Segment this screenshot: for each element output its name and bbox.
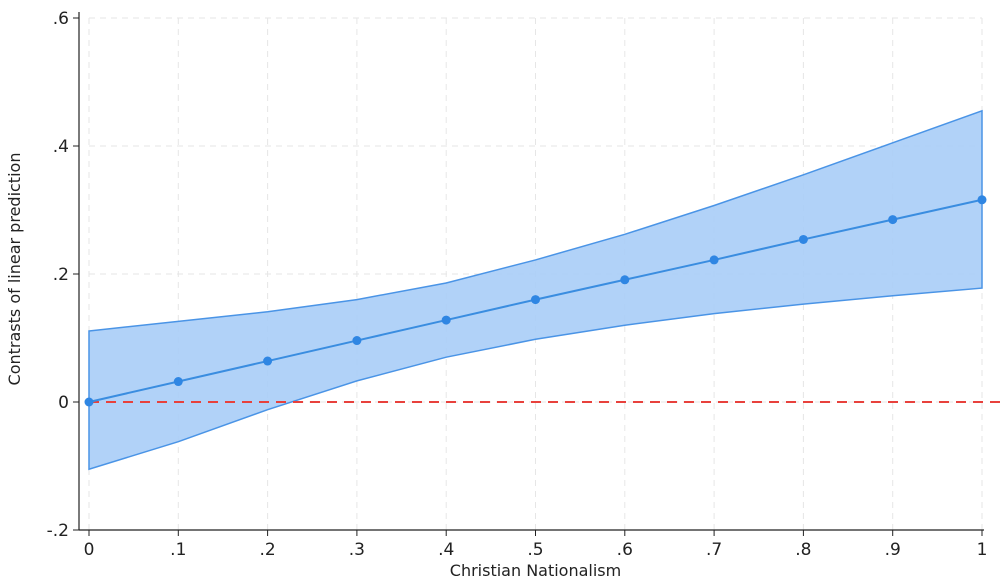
x-tick-label: .3 [349,540,365,560]
data-point [263,356,273,366]
x-tick-label: .2 [259,540,275,560]
data-point [620,275,630,285]
x-tick-label: .6 [617,540,633,560]
x-tick-label: 0 [84,540,95,560]
data-points [84,195,987,407]
data-point [84,397,94,407]
x-tick-label: .4 [438,540,454,560]
y-tick-label: 0 [58,393,69,413]
x-tick-label: .9 [885,540,901,560]
data-point [441,315,451,325]
y-ticks: -.2 0 .2 .4 .6 [47,9,79,541]
y-axis-title: Contrasts of linear prediction [5,153,24,386]
data-point [531,295,540,305]
x-tick-label: .8 [795,540,811,560]
data-point [977,195,987,205]
data-point [173,377,183,387]
data-point [798,234,808,244]
data-point [888,215,898,225]
y-tick-label: .2 [53,265,69,285]
data-point [709,255,719,265]
y-tick-label: .4 [53,137,69,157]
x-tick-label: .1 [170,540,186,560]
y-tick-label: -.2 [47,521,69,541]
x-axis-title: Christian Nationalism [450,561,621,580]
y-tick-label: .6 [53,9,69,29]
confidence-band [88,109,983,471]
x-tick-label: 1 [977,540,988,560]
data-point [352,336,362,346]
x-tick-label: .7 [706,540,722,560]
x-tick-label: .5 [527,540,543,560]
x-ticks: 0 .1 .2 .3 .4 .5 .6 .7 .8 .9 1 [84,530,988,560]
